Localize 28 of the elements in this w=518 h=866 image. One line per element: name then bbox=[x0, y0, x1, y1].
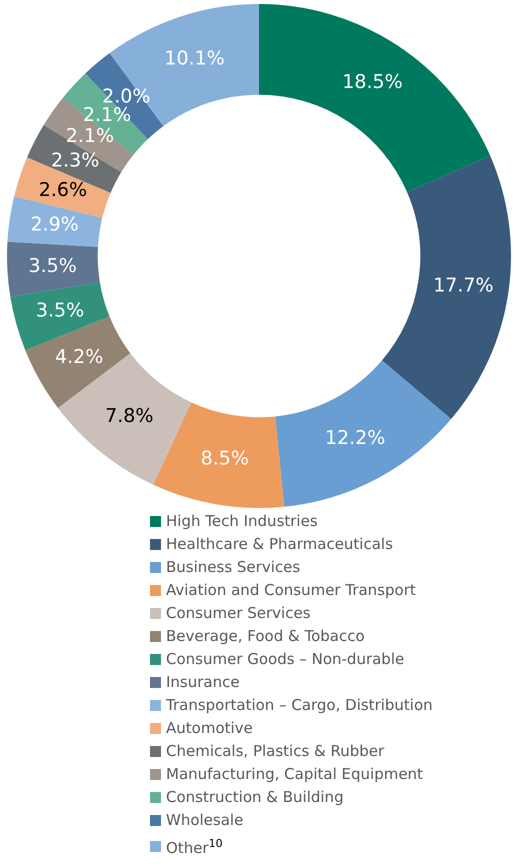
data-label: 8.5% bbox=[200, 448, 249, 470]
data-label: 3.5% bbox=[36, 300, 84, 322]
data-label: 2.9% bbox=[30, 214, 79, 236]
legend-label: Aviation and Consumer Transport bbox=[166, 580, 416, 601]
legend-label: Insurance bbox=[166, 672, 240, 693]
legend-label: Healthcare & Pharmaceuticals bbox=[166, 534, 393, 555]
legend-label: Other$^{10}$ bbox=[166, 836, 223, 859]
legend-label: Consumer Services bbox=[166, 603, 311, 624]
data-label: 2.1% bbox=[66, 125, 114, 148]
legend-label: Transportation – Cargo, Distribution bbox=[166, 695, 433, 716]
data-label: 3.5% bbox=[28, 254, 77, 277]
legend-label: Beverage, Food & Tobacco bbox=[166, 626, 365, 647]
data-label: 10.1% bbox=[164, 48, 225, 70]
data-label: 7.8% bbox=[105, 404, 154, 427]
data-label: 2.3% bbox=[51, 150, 100, 172]
legend-label: Construction & Building bbox=[166, 787, 344, 808]
legend-label: Business Services bbox=[166, 557, 300, 578]
data-label: 12.2% bbox=[324, 426, 386, 449]
legend-label: Chemicals, Plastics & Rubber bbox=[166, 741, 384, 762]
legend-label: Wholesale bbox=[166, 810, 244, 831]
legend-label: High Tech Industries bbox=[166, 511, 318, 532]
data-label: 17.7% bbox=[433, 274, 494, 296]
legend-label: Automotive bbox=[166, 718, 253, 739]
legend-label: Manufacturing, Capital Equipment bbox=[166, 764, 423, 785]
data-label: 18.5% bbox=[342, 71, 403, 94]
legend-label: Consumer Goods – Non-durable bbox=[166, 649, 404, 670]
data-label: 2.6% bbox=[38, 178, 88, 201]
data-label: 4.2% bbox=[55, 346, 104, 368]
